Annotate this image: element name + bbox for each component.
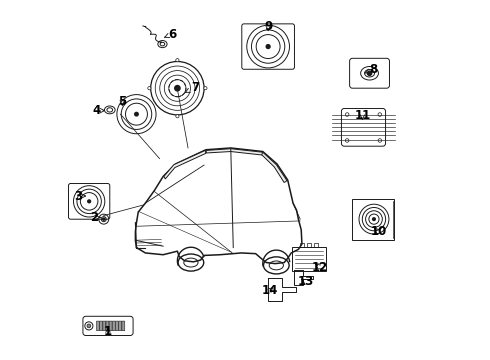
Text: 8: 8 [365,63,377,76]
FancyBboxPatch shape [109,321,112,331]
Text: 13: 13 [297,275,314,288]
Circle shape [148,87,151,90]
Circle shape [88,200,91,203]
FancyBboxPatch shape [99,321,102,331]
FancyBboxPatch shape [122,321,125,331]
Circle shape [368,71,372,75]
Circle shape [204,87,207,90]
FancyBboxPatch shape [106,321,109,331]
Bar [307,243,311,247]
Circle shape [87,324,91,328]
Bar [292,247,326,271]
Bar [352,199,394,240]
Circle shape [135,112,138,116]
Circle shape [266,45,270,49]
Text: 11: 11 [354,109,370,122]
Text: 9: 9 [264,21,272,33]
Text: 12: 12 [312,261,328,274]
FancyBboxPatch shape [103,321,106,331]
Text: 4: 4 [92,104,104,117]
Bar [300,243,304,247]
Circle shape [372,218,375,220]
Circle shape [103,218,105,220]
Polygon shape [164,150,206,179]
Polygon shape [262,152,287,183]
Circle shape [176,114,179,118]
Text: 6: 6 [165,28,176,41]
Circle shape [175,86,180,91]
Polygon shape [206,149,263,155]
Text: 14: 14 [262,284,278,297]
Text: 3: 3 [74,189,86,203]
Text: 7: 7 [185,81,199,94]
Bar [314,243,318,247]
Text: 2: 2 [90,211,100,224]
Text: 1: 1 [104,325,112,338]
FancyBboxPatch shape [112,321,115,331]
FancyBboxPatch shape [119,321,122,331]
FancyBboxPatch shape [116,321,119,331]
Text: 10: 10 [370,225,387,238]
Circle shape [176,59,179,62]
FancyBboxPatch shape [97,321,99,331]
Text: 5: 5 [118,95,126,108]
